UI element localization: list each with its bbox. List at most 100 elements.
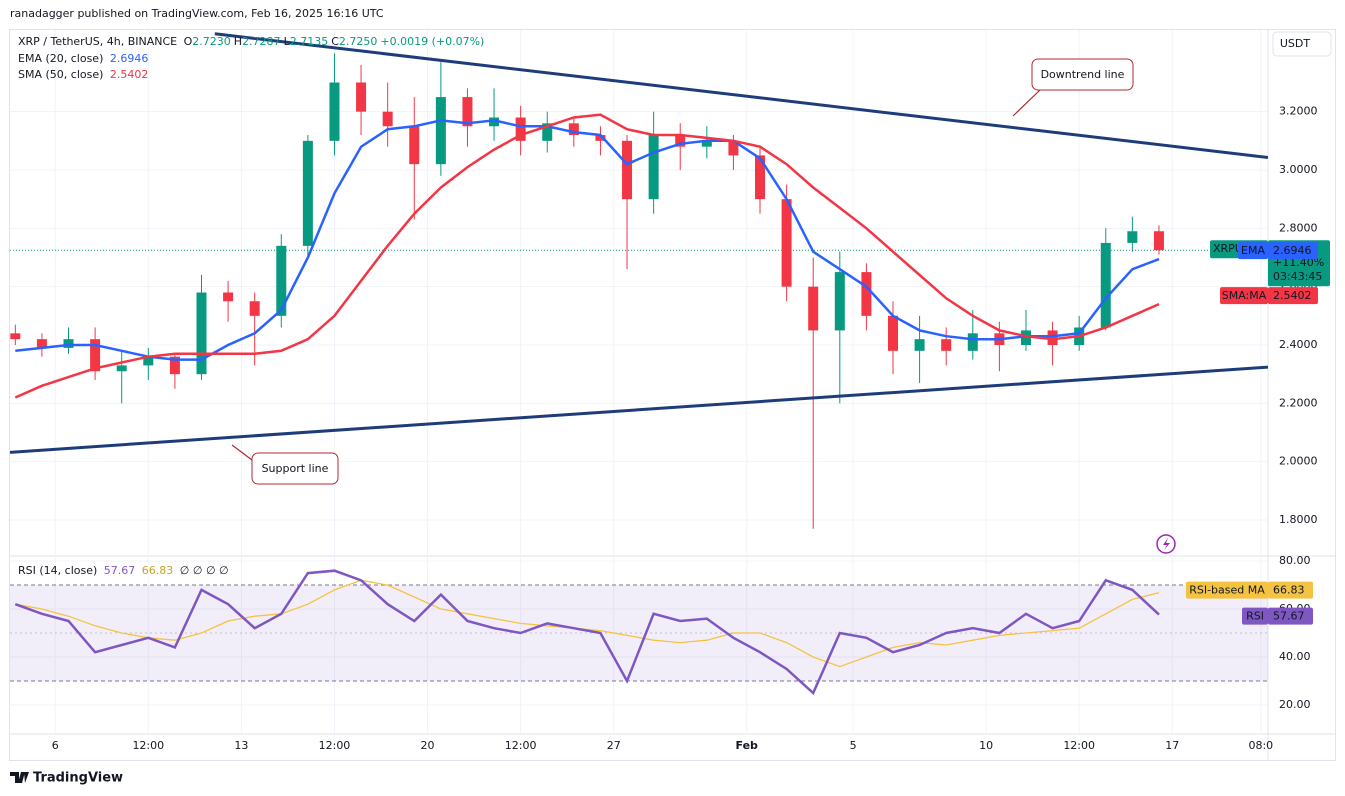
- series-name-tag: [1186, 581, 1268, 599]
- candle-body: [914, 339, 925, 351]
- candle-body: [249, 301, 260, 316]
- candle-body: [63, 339, 74, 348]
- candle-body: [648, 135, 659, 200]
- candle-body: [462, 97, 473, 127]
- y-tick-label: 3.0000: [1279, 163, 1318, 176]
- x-tick-label: 12:00: [132, 739, 164, 752]
- callout-box: [251, 452, 339, 485]
- series-tag-value: 2.6946: [1273, 244, 1312, 257]
- ema-value: 2.6946: [109, 52, 149, 65]
- legend-ema: EMA (20, close) 2.6946: [18, 52, 151, 65]
- x-tick-label: 08:0: [1248, 739, 1273, 752]
- candle-body: [276, 245, 287, 316]
- y-tick-label: 80.00: [1279, 554, 1311, 567]
- y-tick-label: 3.2000: [1279, 105, 1318, 118]
- rsi-band: [10, 585, 1268, 681]
- rsi-value: 57.67: [103, 564, 136, 577]
- x-tick-label: 12:00: [505, 739, 537, 752]
- candle-body: [515, 117, 526, 141]
- series-tag-value: 57.67: [1273, 610, 1305, 623]
- frame: [9, 29, 1336, 761]
- series-value-tag: [1268, 287, 1318, 305]
- candle-body: [302, 140, 313, 246]
- candle-body: [223, 292, 234, 302]
- candle-body: [941, 339, 952, 351]
- callout-box: [1031, 58, 1134, 91]
- trendline: [214, 32, 1268, 159]
- ohlc-item: C: [331, 35, 339, 48]
- candle-body: [967, 333, 978, 351]
- candle-body: [1020, 330, 1031, 345]
- currency-box[interactable]: [1272, 31, 1332, 57]
- legend-rsi: RSI (14, close) 57.67 66.83 ∅ ∅ ∅ ∅: [18, 564, 232, 577]
- series-value-tag: [1268, 607, 1313, 625]
- x-tick-label: Feb: [736, 739, 759, 752]
- series-tag-name: SMA:MA: [1222, 289, 1267, 302]
- ohlc: O2.7230 H2.7287 L2.7135 C2.7250 +0.0019 (+0.…: [184, 35, 488, 48]
- candle-body: [675, 135, 686, 147]
- candle-body: [10, 333, 21, 340]
- sma-value: 2.5402: [109, 68, 149, 81]
- indicator-line: [15, 119, 1160, 361]
- symbol: XRP / TetherUS, 4h, BINANCE: [18, 35, 178, 48]
- publisher: ranadagger published on TradingView.com,…: [10, 7, 384, 20]
- candle-body: [701, 140, 712, 147]
- ohlc-item: O: [183, 35, 193, 48]
- series-tag-value: 2.5402: [1273, 289, 1312, 302]
- x-tick-label: 20: [421, 739, 435, 752]
- candle-body: [116, 365, 127, 372]
- x-tick-label: 27: [607, 739, 621, 752]
- series-tag-name: RSI-based MA: [1189, 584, 1265, 597]
- ohlc-item: L: [283, 35, 290, 48]
- countdown-label: 03:43:45: [1273, 270, 1322, 283]
- series-name-tag: [1220, 287, 1268, 305]
- y-tick-label: 2.8000: [1279, 221, 1318, 234]
- trendline: [10, 365, 1268, 454]
- x-tick-label: 13: [234, 739, 248, 752]
- candle-body: [834, 272, 845, 331]
- x-tick-label: 12:00: [1063, 739, 1095, 752]
- rsi-ma-value: 66.83: [141, 564, 174, 577]
- ohlc-item: 2.7230: [192, 35, 231, 48]
- x-tick-label: 17: [1165, 739, 1179, 752]
- candle-body: [781, 199, 792, 287]
- candle-body: [356, 82, 367, 112]
- y-tick-label: 40.00: [1279, 650, 1311, 663]
- candle-body: [143, 356, 154, 366]
- candle-body: [1127, 231, 1138, 243]
- candle-body: [887, 315, 898, 351]
- indicator-line: [14, 113, 1160, 399]
- x-tick-label: 12:00: [319, 739, 351, 752]
- candle-body: [595, 135, 606, 141]
- rsi-title: RSI (14, close): [18, 564, 98, 577]
- series-tag-value: 66.83: [1273, 584, 1305, 597]
- legend-sma: SMA (50, close) 2.5402: [18, 68, 151, 81]
- callout-label: Support line: [262, 462, 329, 475]
- series-name-tag: [1238, 242, 1268, 260]
- candle-body: [568, 123, 579, 135]
- series-value-tag: [1268, 581, 1313, 599]
- candle-body: [435, 97, 446, 165]
- y-tick-label: 2.4000: [1279, 338, 1318, 351]
- series-tag-name: EMA: [1241, 244, 1265, 257]
- ohlc-item: +0.0019 (+0.07%): [380, 35, 485, 48]
- alert-bolt: [1163, 538, 1170, 550]
- legend-symbol-row: XRP / TetherUS, 4h, BINANCE O2.7230 H2.72…: [18, 35, 490, 48]
- y-tick-label: 20.00: [1279, 698, 1311, 711]
- y-tick-label: 2.0000: [1279, 455, 1318, 468]
- callout-label: Downtrend line: [1041, 68, 1125, 81]
- rsi-line: [14, 569, 1160, 696]
- candle-body: [489, 117, 500, 127]
- series-tag-name: RSI: [1246, 610, 1264, 623]
- candle-body: [329, 82, 340, 141]
- candle-body: [542, 123, 553, 141]
- candle-body: [622, 140, 633, 200]
- currency: USDT: [1280, 37, 1311, 50]
- candle-body: [1153, 231, 1164, 251]
- candle-body: [755, 155, 766, 200]
- x-tick-label: 6: [52, 739, 59, 752]
- y-tick-label: 2.2000: [1279, 396, 1318, 409]
- callout-arrow: [231, 444, 253, 461]
- candle-body: [1100, 242, 1111, 328]
